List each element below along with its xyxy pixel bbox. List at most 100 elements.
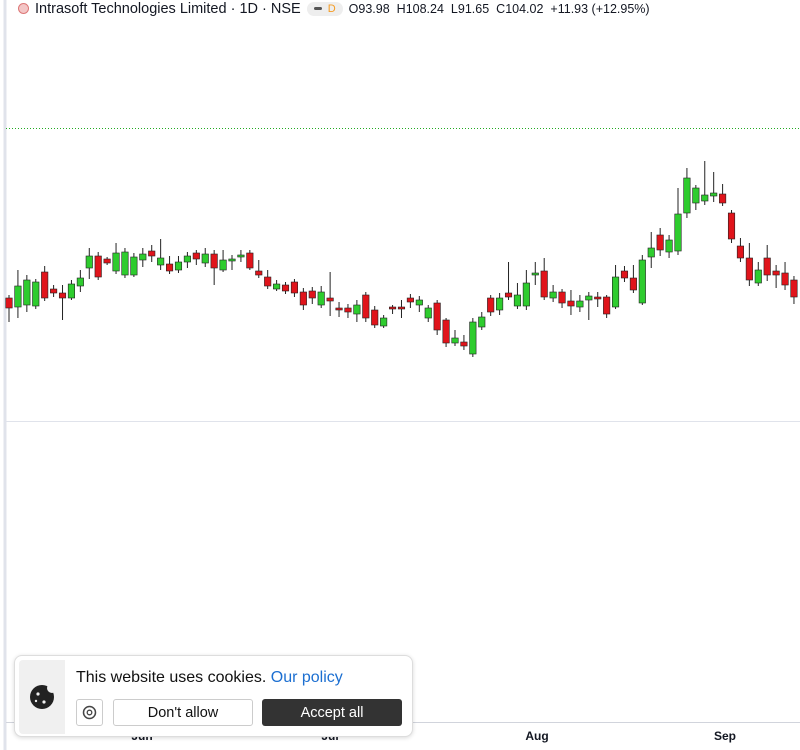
- candle-body: [567, 300, 575, 307]
- candle-body: [23, 279, 31, 306]
- candle-body: [157, 257, 165, 266]
- symbol-title[interactable]: Intrasoft Technologies Limited · 1D · NS…: [35, 0, 301, 17]
- settings-button[interactable]: [76, 699, 103, 726]
- candle-body: [317, 291, 325, 306]
- candle-body: [540, 270, 548, 298]
- candles: [5, 161, 798, 357]
- ohlc-high: H108.24: [397, 2, 444, 16]
- cookie-icon: [30, 683, 57, 709]
- candle-body: [255, 270, 263, 276]
- candle-body: [638, 259, 646, 304]
- ohlc-value: 108.24: [405, 1, 444, 16]
- x-tick-label: Aug: [525, 729, 548, 743]
- candle-body: [166, 263, 174, 272]
- symbol-logo: [18, 3, 29, 14]
- cookie-text: This website uses cookies.: [76, 669, 267, 686]
- candle-body: [371, 309, 379, 326]
- candle-body: [415, 299, 423, 306]
- policy-link[interactable]: Our policy: [270, 669, 343, 686]
- candle-body: [308, 290, 316, 299]
- cookie-chip: [34, 699, 38, 703]
- candle-body: [67, 283, 75, 299]
- candle-body: [478, 316, 486, 328]
- candle-body: [513, 294, 521, 307]
- candle-body: [719, 193, 727, 204]
- accept-button[interactable]: Accept all: [262, 699, 402, 726]
- x-tick-label: Sep: [714, 729, 736, 743]
- candle-body: [174, 261, 183, 271]
- mode: D: [327, 2, 336, 15]
- candle-body: [522, 282, 530, 307]
- ohlc-key: C: [496, 1, 506, 16]
- ohlc-low: L91.65: [451, 2, 489, 16]
- candle-body: [353, 304, 361, 315]
- candle-body: [326, 297, 334, 302]
- candle-body: [754, 269, 762, 284]
- ohlc-value: 93.98: [358, 1, 390, 16]
- candle-body: [576, 300, 584, 308]
- settings-icon: [82, 705, 97, 720]
- candle-body: [790, 279, 798, 298]
- candle-body: [183, 255, 191, 263]
- cookie-chip: [42, 700, 46, 704]
- candle-body: [210, 253, 218, 269]
- ohlc-values: O93.98 H108.24 L91.65 C104.02 +11.93 (+1…: [349, 2, 650, 16]
- candle-body: [656, 234, 664, 251]
- candle-body: [727, 212, 736, 240]
- candle-body: [344, 307, 352, 313]
- ohlc-key: H: [396, 1, 406, 16]
- status-pill[interactable]: D: [306, 1, 343, 16]
- candle-body: [647, 247, 655, 258]
- candle-body: [246, 252, 254, 269]
- candle-body: [85, 255, 93, 269]
- candle-body: [290, 281, 298, 294]
- candle-body: [594, 296, 602, 300]
- candle-body: [237, 254, 245, 258]
- candle-body: [549, 291, 557, 299]
- candle-body: [683, 177, 691, 214]
- legend-header: Intrasoft Technologies Limited · 1D · NS…: [18, 0, 650, 17]
- candle-body: [433, 302, 441, 331]
- candle-body: [487, 297, 495, 313]
- candle-body: [710, 192, 718, 197]
- candle-body: [558, 291, 566, 304]
- cookie-message: This website uses cookies. Our policy: [76, 669, 343, 687]
- candle-body: [603, 296, 611, 315]
- candle-body: [362, 294, 370, 319]
- candle-body: [5, 297, 13, 309]
- candle-body: [121, 251, 129, 276]
- ohlc-value: 104.02: [505, 1, 544, 16]
- candle-body: [531, 272, 539, 276]
- ohlc-open: O93.98: [349, 2, 390, 16]
- candle-body: [674, 213, 682, 252]
- candle-body: [139, 253, 147, 261]
- gear-ring: [82, 705, 97, 720]
- candle-body: [504, 292, 513, 298]
- gear-hub: [86, 709, 93, 716]
- candle-body: [585, 295, 593, 301]
- candle-body: [406, 297, 414, 303]
- candle-body: [103, 258, 111, 264]
- ohlc-key: L: [450, 1, 458, 16]
- candle-body: [281, 284, 290, 292]
- candle-body: [148, 250, 156, 257]
- ohlc-close: C104.02: [496, 2, 543, 16]
- candle-body: [192, 252, 200, 260]
- candle-body: [299, 291, 307, 306]
- candle-body: [380, 317, 388, 327]
- candle-body: [228, 258, 236, 262]
- deny-button[interactable]: Don't allow: [113, 699, 253, 726]
- candle-body: [14, 285, 22, 308]
- candle-body: [94, 255, 102, 278]
- candle-body: [612, 276, 620, 308]
- candle-body: [736, 245, 744, 259]
- candle-body: [130, 256, 138, 276]
- candle-body: [629, 277, 637, 291]
- candle-body: [389, 306, 397, 310]
- candle-body: [469, 321, 477, 355]
- candle-body: [76, 277, 84, 287]
- candle-body: [273, 283, 281, 290]
- candle-body: [451, 337, 459, 344]
